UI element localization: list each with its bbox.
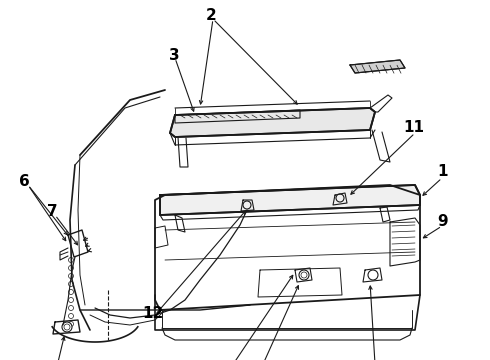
Polygon shape xyxy=(160,185,420,215)
Text: 11: 11 xyxy=(403,121,424,135)
Text: 7: 7 xyxy=(47,204,57,220)
Polygon shape xyxy=(350,60,405,73)
Text: 6: 6 xyxy=(19,175,29,189)
Circle shape xyxy=(62,322,72,332)
Polygon shape xyxy=(170,108,375,137)
Text: 9: 9 xyxy=(438,215,448,230)
Text: 1: 1 xyxy=(438,165,448,180)
Circle shape xyxy=(299,270,309,280)
Text: 3: 3 xyxy=(169,48,179,63)
Circle shape xyxy=(368,270,378,280)
Text: 12: 12 xyxy=(143,306,164,320)
Text: 2: 2 xyxy=(206,9,217,23)
